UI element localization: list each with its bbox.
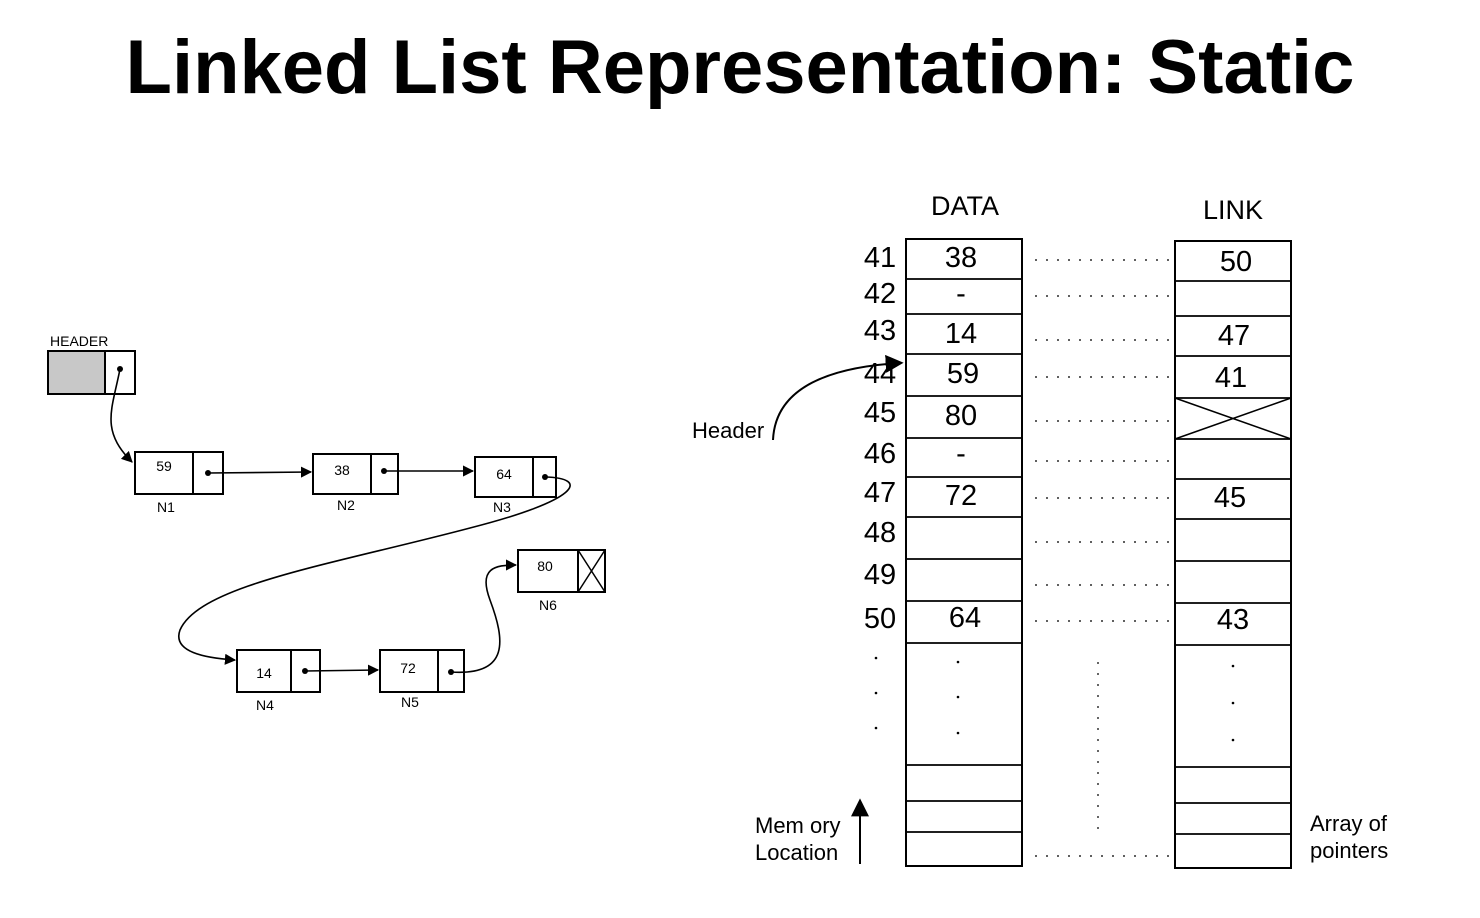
link-cell: 47: [1218, 320, 1250, 352]
node-n5: 72 N5: [379, 649, 465, 710]
node-value: 64: [496, 466, 512, 482]
array-diagram: DATA LINK: [692, 191, 1388, 869]
memory-location-label-line1: Mem ory: [755, 813, 841, 838]
data-cell: 72: [945, 480, 977, 512]
header-box-grey: [47, 350, 106, 395]
address-label: 42: [864, 278, 896, 310]
address-label: 43: [864, 315, 896, 347]
node-value: 80: [537, 558, 553, 574]
ellipsis-dots: [874, 656, 1235, 742]
node-n4: 14 N4: [236, 649, 321, 713]
node-n3: 64 N3: [474, 456, 557, 515]
data-cell: 38: [945, 242, 977, 274]
header-pointer-arrow: [772, 354, 904, 441]
address-label: 49: [864, 559, 896, 591]
node-label: N5: [401, 694, 419, 710]
node-value: 72: [400, 660, 416, 676]
data-row-lines: [906, 278, 1022, 833]
link-cell: 43: [1217, 604, 1249, 636]
data-cell: 59: [947, 358, 979, 390]
address-label: 45: [864, 397, 896, 429]
link-row-lines: [1175, 280, 1291, 835]
link-values: 50 47 41 45 43: [1214, 246, 1252, 636]
node-diagram: HEADER 59 N1 38 N2 64 N3: [47, 333, 606, 713]
memory-location-label-line2: Location: [755, 840, 838, 865]
header-label: HEADER: [50, 333, 108, 349]
address-label: 46: [864, 438, 896, 470]
node-value: 14: [256, 665, 272, 681]
node-n1: 59 N1: [134, 451, 224, 515]
data-cell: -: [956, 278, 966, 310]
data-cell: -: [956, 438, 966, 470]
node-connectors: [110, 368, 571, 676]
dotted-row-connectors: [1035, 259, 1170, 857]
page-title: Linked List Representation: Static: [125, 25, 1355, 110]
link-cell: 45: [1214, 482, 1246, 514]
header-pointer-label: Header: [692, 418, 764, 443]
link-cell: 50: [1220, 246, 1252, 278]
link-array: [1174, 240, 1292, 869]
array-of-pointers-label-line1: Array of: [1310, 811, 1388, 836]
node-label: N4: [256, 697, 274, 713]
address-label: 48: [864, 517, 896, 549]
data-column-heading: DATA: [931, 191, 999, 221]
array-of-pointers-label-line2: pointers: [1310, 838, 1388, 863]
link-column-heading: LINK: [1203, 195, 1263, 225]
data-cell: 64: [949, 602, 981, 634]
link-cell: 41: [1215, 362, 1247, 394]
node-label: N1: [157, 499, 175, 515]
address-labels: 41 42 43 44 45 46 47 48 49 50: [864, 242, 896, 635]
address-label: 41: [864, 242, 896, 274]
data-cell: 80: [945, 400, 977, 432]
node-label: N2: [337, 497, 355, 513]
node-value: 38: [334, 462, 350, 478]
node-value: 59: [156, 458, 172, 474]
node-label: N3: [493, 499, 511, 515]
node-label: N6: [539, 597, 557, 613]
data-values: 38 - 14 59 80 - 72 64: [945, 242, 981, 634]
data-cell: 14: [945, 318, 977, 350]
address-label: 47: [864, 477, 896, 509]
null-link-cross: [1174, 397, 1292, 440]
node-n2: 38 N2: [312, 453, 399, 513]
data-array: [905, 238, 1023, 867]
address-label: 50: [864, 603, 896, 635]
node-n6: 80 N6: [517, 549, 606, 613]
